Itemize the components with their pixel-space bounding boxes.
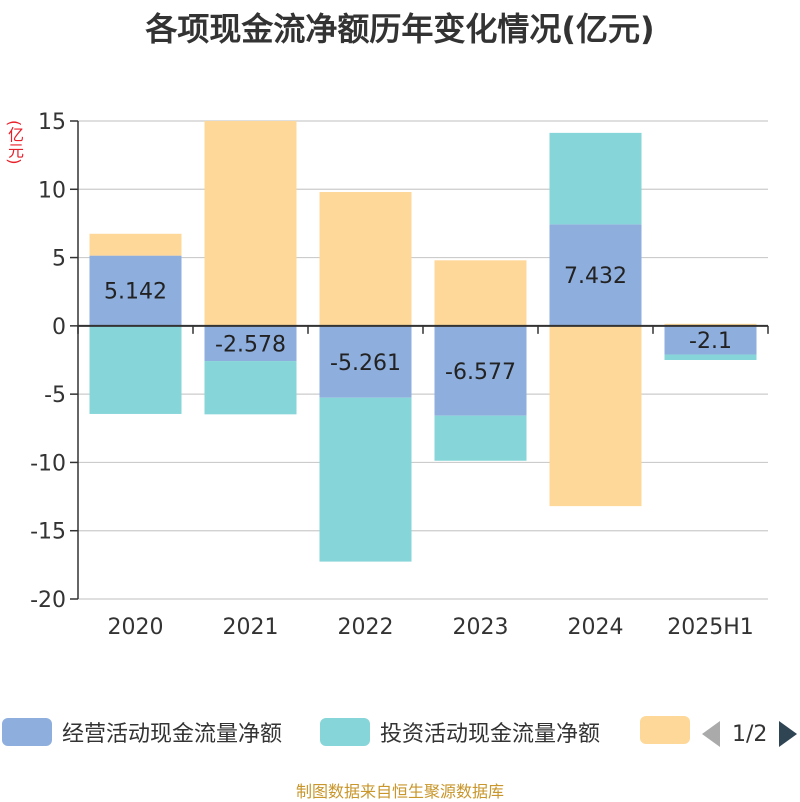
- y-tick-label: -5: [44, 383, 66, 408]
- data-source-footer: 制图数据来自恒生聚源数据库: [295, 782, 504, 801]
- bar-series1-2025H1: [664, 325, 757, 355]
- bar-series2-2021: [204, 361, 297, 415]
- bar-series3-2020: [89, 233, 182, 256]
- y-tick-label: 0: [52, 315, 66, 340]
- x-tick-label: 2023: [453, 615, 509, 640]
- data-label: -5.261: [330, 351, 401, 376]
- legend-swatch-third: [640, 716, 690, 744]
- bar-series1-2020: [89, 255, 182, 326]
- legend-label-investing: 投资活动现金流量净额: [380, 722, 601, 747]
- bar-series3-2021: [204, 121, 297, 326]
- bar-series2-2025H1: [664, 354, 757, 360]
- data-label: -6.577: [445, 360, 516, 385]
- bar-series1-2023: [434, 325, 527, 416]
- legend-prev-page-icon[interactable]: [702, 721, 720, 747]
- bar-series2-2022: [319, 397, 412, 562]
- chart-title: 各项现金流净额历年变化情况(亿元): [145, 10, 655, 48]
- bar-series3-2025H1: [664, 323, 757, 326]
- y-axis-unit-label: (亿元): [5, 120, 24, 165]
- y-tick-label: -15: [30, 520, 66, 545]
- legend: 经营活动现金流量净额 投资活动现金流量净额: [0, 716, 800, 756]
- legend-item-third[interactable]: [640, 716, 700, 744]
- x-tick-label: 2022: [338, 615, 394, 640]
- y-tick-label: 10: [38, 178, 66, 203]
- y-tick-label: -10: [30, 451, 66, 476]
- x-tick-label: 2020: [108, 615, 164, 640]
- legend-pager: 1/2: [700, 716, 800, 752]
- data-label: 7.432: [564, 264, 627, 289]
- x-tick-label: 2021: [223, 615, 279, 640]
- stacked-bar-chart: 15 10 5 0 -5 -10 -15 -20 2020 2021 2022 2023 2024 202…: [30, 110, 769, 640]
- x-tick-label: 2025H1: [667, 615, 754, 640]
- bar-series1-2024: [549, 224, 642, 326]
- bar-series3-2023: [434, 260, 527, 326]
- data-label: 5.142: [104, 280, 167, 305]
- bar-series2-2020: [89, 325, 182, 414]
- legend-page-indicator: 1/2: [732, 721, 768, 747]
- legend-label-operating: 经营活动现金流量净额: [62, 722, 283, 747]
- y-tick-label: 15: [38, 110, 66, 135]
- bar-series1-2022: [319, 325, 412, 398]
- legend-swatch-operating: [2, 718, 52, 746]
- bar-series3-2022: [319, 192, 412, 326]
- data-label: -2.578: [215, 332, 286, 357]
- legend-item-investing[interactable]: 投资活动现金流量净额: [320, 716, 600, 748]
- legend-next-page-icon[interactable]: [779, 721, 798, 747]
- bar-series2-2024: [549, 132, 642, 225]
- x-tick-label: 2024: [568, 615, 624, 640]
- data-label: -2.1: [689, 329, 732, 354]
- bar-series3-2024: [549, 325, 642, 507]
- legend-item-operating[interactable]: 经营活动现金流量净额: [2, 716, 282, 748]
- y-tick-label: -20: [30, 588, 66, 613]
- legend-swatch-investing: [320, 718, 370, 746]
- bar-series2-2023: [434, 415, 527, 461]
- bar-series1-2021: [204, 325, 297, 362]
- y-tick-label: 5: [52, 247, 66, 272]
